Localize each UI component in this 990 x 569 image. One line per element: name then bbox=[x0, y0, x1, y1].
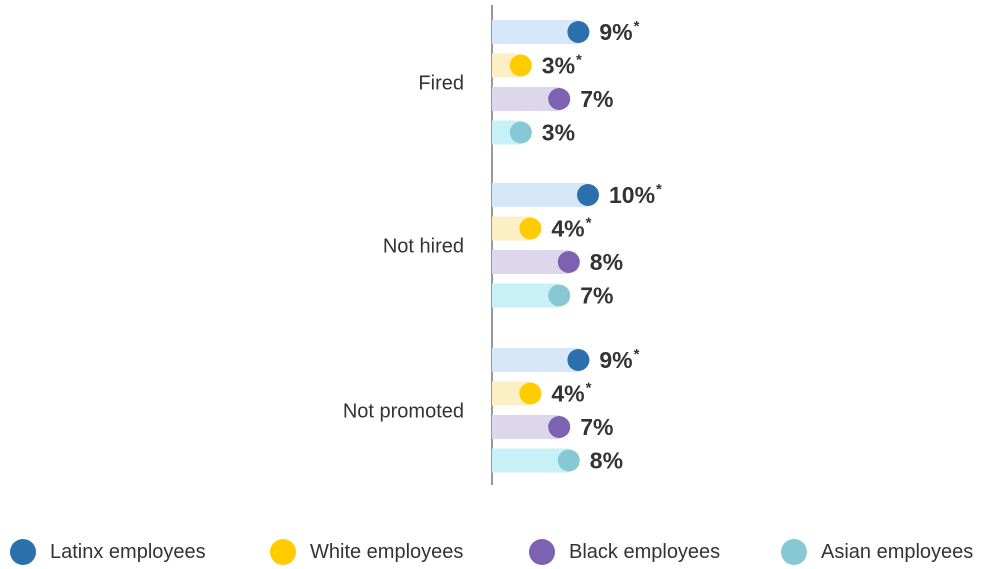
value-label: 3% bbox=[542, 53, 575, 79]
bar-asian bbox=[492, 448, 569, 473]
dot-asian bbox=[557, 449, 580, 472]
category-label: Not promoted bbox=[343, 400, 464, 422]
legend-label-latinx: Latinx employees bbox=[50, 540, 206, 563]
category-label: Not hired bbox=[383, 235, 464, 257]
legend-swatch-asian bbox=[781, 539, 807, 565]
dot-latinx bbox=[577, 184, 599, 206]
value-label: 10% bbox=[609, 182, 655, 208]
bar-asian bbox=[492, 283, 560, 308]
significance-asterisk: * bbox=[586, 215, 592, 232]
value-label: 7% bbox=[580, 283, 613, 309]
value-label: 4% bbox=[551, 216, 584, 242]
value-label: 8% bbox=[590, 249, 623, 275]
value-label: 9% bbox=[599, 347, 632, 373]
legend-swatch-black bbox=[529, 539, 555, 565]
legend: Latinx employees White employees Black e… bbox=[0, 535, 990, 569]
bar-black bbox=[492, 415, 560, 439]
legend-item-white: White employees bbox=[270, 535, 463, 569]
significance-asterisk: * bbox=[586, 380, 592, 397]
value-label: 8% bbox=[590, 448, 623, 474]
significance-asterisk: * bbox=[634, 18, 640, 35]
value-label: 9% bbox=[599, 19, 632, 45]
bar-latinx bbox=[492, 20, 579, 44]
significance-asterisk: * bbox=[634, 346, 640, 363]
value-label: 7% bbox=[580, 86, 613, 112]
legend-item-latinx: Latinx employees bbox=[10, 535, 206, 569]
value-label: 3% bbox=[542, 120, 575, 146]
dot-latinx bbox=[567, 21, 590, 43]
dot-black bbox=[548, 88, 571, 110]
value-label: 4% bbox=[551, 381, 584, 407]
bar-latinx bbox=[492, 183, 588, 207]
legend-label-white: White employees bbox=[310, 540, 464, 563]
dot-black bbox=[557, 251, 580, 273]
dot-asian bbox=[509, 121, 532, 144]
category-label: Fired bbox=[418, 72, 464, 94]
dot-latinx bbox=[567, 349, 590, 371]
bar-black bbox=[492, 250, 569, 274]
dot-white bbox=[519, 382, 542, 405]
legend-item-asian: Asian employees bbox=[781, 535, 973, 569]
legend-label-black: Black employees bbox=[569, 540, 721, 563]
bar-black bbox=[492, 87, 560, 111]
legend-swatch-white bbox=[270, 539, 296, 565]
dot-white bbox=[519, 217, 542, 240]
value-label: 7% bbox=[580, 414, 613, 440]
dot-black bbox=[548, 416, 571, 438]
dot-asian bbox=[548, 284, 571, 307]
legend-label-asian: Asian employees bbox=[821, 540, 974, 563]
significance-asterisk: * bbox=[576, 52, 582, 69]
legend-swatch-latinx bbox=[10, 539, 36, 565]
bar-latinx bbox=[492, 348, 579, 372]
dot-white bbox=[509, 54, 532, 77]
significance-asterisk: * bbox=[656, 181, 662, 198]
legend-item-black: Black employees bbox=[529, 535, 720, 569]
